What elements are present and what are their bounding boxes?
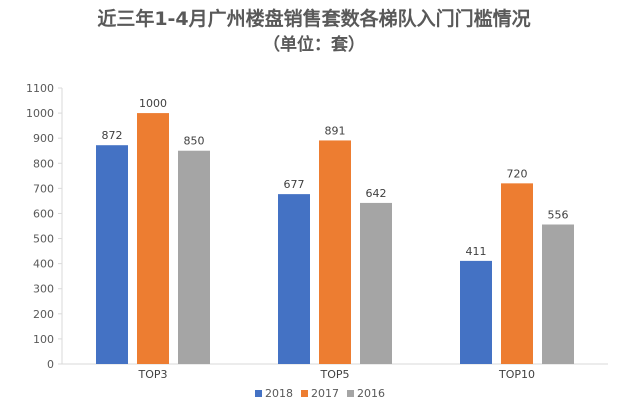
bar-2017-top10 [501,183,533,364]
bar-2018-top10 [460,260,492,364]
data-label: 872 [102,129,123,142]
legend: 2018 2017 2016 [255,387,385,400]
data-label: 891 [325,124,346,137]
y-tick-label: 500 [33,233,54,246]
chart-subtitle: （单位：套） [263,35,365,55]
data-label: 642 [366,187,387,200]
y-tick-label: 1000 [26,107,54,120]
y-tick-label: 800 [33,157,54,170]
legend-entry: 2016 [357,387,385,400]
y-tick-label: 1100 [26,82,54,95]
y-tick-label: 900 [33,132,54,145]
y-tick-label: 600 [33,207,54,220]
bar-2017-top3 [137,113,169,364]
y-tick-label: 100 [33,333,54,346]
x-tick-label: TOP5 [319,368,349,381]
data-label: 556 [548,208,569,221]
y-tick-label: 700 [33,182,54,195]
chart-title: 近三年1-4月广州楼盘销售套数各梯队入门门槛情况 [97,8,531,30]
data-label: 720 [507,167,528,180]
bars: 872 1000 850 677 891 642 411 720 556 [96,97,574,364]
legend-swatch [347,390,354,397]
bar-2018-top5 [278,194,310,364]
legend-entry: 2017 [311,387,339,400]
y-tick-label: 200 [33,308,54,321]
data-label: 411 [466,245,487,258]
bar-2016-top5 [360,202,392,364]
bar-2016-top10 [542,224,574,364]
data-label: 850 [184,135,205,148]
bar-2016-top3 [178,150,210,364]
bar-2018-top3 [96,145,128,364]
chart-title-block: 近三年1-4月广州楼盘销售套数各梯队入门门槛情况 （单位：套） [0,6,628,58]
legend-swatch [255,390,262,397]
x-tick-label: TOP10 [498,368,535,381]
y-tick-label: 0 [47,358,54,371]
y-tick-label: 400 [33,258,54,271]
legend-entry: 2018 [265,387,293,400]
data-label: 1000 [139,97,167,110]
x-tick-label: TOP3 [137,368,167,381]
legend-swatch [301,390,308,397]
y-tick-label: 300 [33,283,54,296]
data-label: 677 [284,178,305,191]
bar-2017-top5 [319,140,351,364]
